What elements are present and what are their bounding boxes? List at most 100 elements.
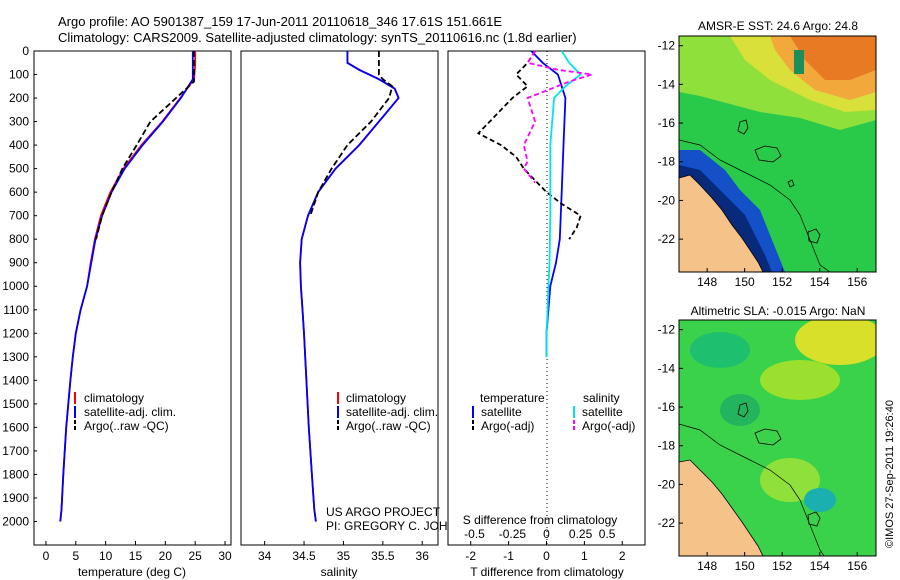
depth-tick-label: 1200 <box>2 326 29 340</box>
sla-high-patch <box>760 360 840 400</box>
legend-sat-label: satellite-adj. clim. <box>84 405 176 419</box>
map-x-tick-label: 154 <box>810 275 830 289</box>
sst-cold-patch <box>794 50 804 74</box>
sla-reef <box>807 511 821 527</box>
depth-tick-label: 400 <box>9 138 29 152</box>
legend-t-sat-label: satellite <box>481 405 522 419</box>
map-x-tick-label: 156 <box>847 559 867 573</box>
legend-salinity-title: salinity <box>583 391 620 405</box>
legend-sat-label: satellite-adj. clim. <box>346 405 438 419</box>
difference-x-axis: -2 -1 0 1 2 -0.5 -0.25 0 0.25 0.5 <box>464 527 626 563</box>
legend-clim-label: climatology <box>84 391 144 405</box>
depth-tick-label: 1300 <box>2 350 29 364</box>
sla-low-patch <box>720 394 760 426</box>
x-tick-label: 2 <box>619 549 626 563</box>
map-x-tick-label: 152 <box>772 559 792 573</box>
difference-xlabel: T difference from climatology <box>470 565 624 579</box>
imos-watermark: ©IMOS 27-Sep-2011 19:26:40 <box>884 400 896 548</box>
map-y-tick-label: -12 <box>658 39 676 53</box>
sla-low-patch <box>690 332 750 368</box>
sla-high-patch <box>795 320 876 365</box>
depth-tick-label: 700 <box>9 209 29 223</box>
series-line-argo-adj-temperature- <box>476 50 582 240</box>
sst-reef <box>787 179 795 188</box>
map-y-tick-label: -14 <box>658 361 676 375</box>
temperature-axes-frame <box>33 50 232 546</box>
depth-tick-label: 100 <box>9 68 29 82</box>
sst-reef <box>754 145 782 163</box>
map-y-tick-label: -18 <box>658 439 676 453</box>
map-x-tick-label: 150 <box>735 559 755 573</box>
depth-tick-label: 1900 <box>2 491 29 505</box>
difference-xlabel-top: S difference from climatology <box>463 513 618 527</box>
temperature-panel: 0100200300400500600700800900100011001200… <box>2 44 451 579</box>
temperature-xlabel: temperature (deg C) <box>78 565 186 579</box>
s-tick-label: 0.5 <box>599 527 616 541</box>
x-tick-label: 20 <box>159 549 173 563</box>
depth-tick-label: 500 <box>9 162 29 176</box>
salinity-panel: 34 34.5 35 35.5 36 salinity climatology sate… <box>240 50 482 579</box>
sst-land <box>679 174 764 272</box>
legend-t-argo-label: Argo(-adj) <box>481 419 534 433</box>
temperature-x-axis: 0 5 10 15 20 25 30 <box>43 541 232 563</box>
sla-reef <box>754 428 782 446</box>
sst-bathymetry-line <box>679 139 831 272</box>
map-y-tick-label: -20 <box>658 477 676 491</box>
sla-reef <box>737 402 749 418</box>
depth-tick-label: 1700 <box>2 444 29 458</box>
s-tick-label: -0.5 <box>464 527 485 541</box>
legend-argo-label: Argo(..raw -QC) <box>346 419 431 433</box>
series-line-argo-adj-salinity- <box>522 50 593 184</box>
map-x-tick-label: 154 <box>810 559 830 573</box>
difference-series <box>476 50 593 357</box>
sst-map-frame <box>678 35 877 273</box>
salinity-xlabel: salinity <box>321 565 358 579</box>
sla-map-axes: 148 150 152 154 156 -12 -14 -16 -18 -20 -22 <box>658 323 868 573</box>
series-line-argo-raw-qc- <box>309 51 394 216</box>
map-y-tick-label: -16 <box>658 116 676 130</box>
depth-tick-label: 200 <box>9 91 29 105</box>
salinity-legend: climatology satellite-adj. clim. Argo(..… <box>337 391 438 433</box>
sla-bathymetry-line <box>679 423 825 556</box>
x-tick-label: 5 <box>72 549 79 563</box>
s-tick-label: 0 <box>543 527 550 541</box>
series-line-satellite-adj-clim- <box>59 51 194 522</box>
map-y-tick-label: -20 <box>658 193 676 207</box>
x-tick-label: 36 <box>416 549 430 563</box>
sla-land <box>679 459 764 556</box>
x-tick-label: 10 <box>99 549 113 563</box>
legend-argo-label: Argo(..raw -QC) <box>84 419 169 433</box>
difference-axes-frame <box>447 50 646 546</box>
map-x-tick-label: 148 <box>697 275 717 289</box>
salinity-axes-frame <box>240 50 439 546</box>
difference-legend: temperature satellite Argo(-adj) salinit… <box>472 391 635 433</box>
depth-tick-label: 1600 <box>2 420 29 434</box>
sla-map-title: Altimetric SLA: -0.015 Argo: NaN <box>691 304 866 318</box>
x-tick-label: 0 <box>543 549 550 563</box>
sla-map: Altimetric SLA: -0.015 Argo: NaN 148 150 1… <box>658 304 877 573</box>
map-y-tick-label: -16 <box>658 400 676 414</box>
map-y-tick-label: -22 <box>658 232 676 246</box>
map-x-tick-label: 150 <box>735 275 755 289</box>
depth-tick-label: 0 <box>22 44 29 58</box>
x-tick-label: 35 <box>337 549 351 563</box>
x-tick-label: 30 <box>218 549 232 563</box>
map-x-tick-label: 152 <box>772 275 792 289</box>
x-tick-label: -1 <box>503 549 514 563</box>
legend-s-argo-label: Argo(-adj) <box>582 419 635 433</box>
x-tick-label: 34.5 <box>292 549 316 563</box>
series-line-satellite-adj-clim- <box>299 51 400 522</box>
difference-panel: -2 -1 0 1 2 -0.5 -0.25 0 0.25 0.5 S difference fr… <box>447 50 646 579</box>
map-x-tick-label: 148 <box>697 559 717 573</box>
depth-tick-label: 1100 <box>3 303 29 317</box>
header-line2: Climatology: CARS2009. Satellite-adjuste… <box>58 30 577 45</box>
sla-high-patch <box>760 458 820 502</box>
depth-axis: 0 100 200 300 400 500 600 700 800 900 1000 1100 1200… <box>2 44 451 528</box>
sla-map-frame <box>678 319 877 557</box>
x-tick-label: 15 <box>129 549 143 563</box>
sst-hottest-band <box>790 36 876 80</box>
legend-clim-label: climatology <box>346 391 406 405</box>
project-line1: US ARGO PROJECT <box>326 505 441 519</box>
map-y-tick-label: -14 <box>658 77 676 91</box>
